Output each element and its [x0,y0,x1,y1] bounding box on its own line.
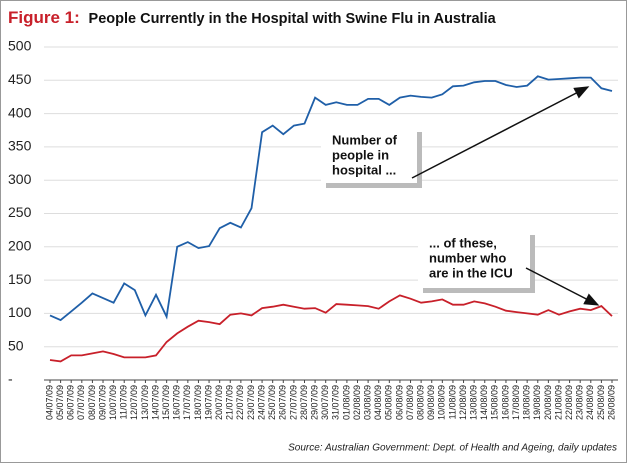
x-tick-label: 08/07/09 [87,385,97,420]
x-tick-label: 17/07/09 [182,385,192,420]
x-tick-label: 25/08/09 [596,385,606,420]
x-tick-label: 19/08/09 [532,385,542,420]
x-tick-label: 13/08/09 [469,385,479,420]
line-series [49,294,613,363]
y-tick-label: 350 [8,138,32,154]
y-tick-label: 400 [8,104,32,120]
annotation-text: hospital ... [332,162,396,177]
x-tick-label: 18/08/09 [522,385,532,420]
x-tick-label: 18/07/09 [193,385,203,420]
x-tick-label: 30/07/09 [320,385,330,420]
x-tick-label: 12/08/09 [458,385,468,420]
source: Source: Australian Government: Dept. of … [288,443,617,454]
arrow [525,267,600,306]
annotation-text: Number of [332,132,398,147]
x-tick-label: 04/07/09 [44,385,54,420]
x-tick-label: 20/07/09 [214,385,224,420]
x-tick-label: 15/07/09 [161,385,171,420]
x-tick-label: 10/08/09 [437,385,447,420]
x-tick-label: 14/08/09 [479,385,489,420]
x-tick-label: 16/08/09 [500,385,510,420]
x-tick-label: 07/07/09 [76,385,86,420]
x-tick-label: 26/07/09 [278,385,288,420]
y-tick-label: 300 [8,171,32,187]
y-tick-label: 150 [8,271,32,287]
x-tick-label: 17/08/09 [511,385,521,420]
x-tick-label: 21/08/09 [553,385,563,420]
x-tick-label: 29/07/09 [309,385,319,420]
y-tick-label: 100 [8,304,32,320]
x-tick-label: 06/07/09 [66,385,76,420]
annotation-text: are in the ICU [429,265,513,280]
y-tick-label: 200 [8,238,32,254]
y-tick-label: - [8,371,13,387]
x-tick-label: 10/07/09 [108,385,118,420]
annotation-1 [321,86,590,188]
x-tick-label: 19/07/09 [203,385,213,420]
y-tick-label: 450 [8,71,32,87]
x-tick-label: 05/08/09 [384,385,394,420]
annotation-text: ... of these, [429,235,497,250]
callout [321,127,417,183]
x-tick-label: 12/07/09 [129,385,139,420]
line-series [49,75,613,322]
x-tick-label: 06/08/09 [394,385,404,420]
x-tick-label: 08/08/09 [416,385,426,420]
callout [418,230,530,288]
x-tick-label: 20/08/09 [543,385,553,420]
x-tick-label: 21/07/09 [225,385,235,420]
x-tick-label: 15/08/09 [490,385,500,420]
x-tick-label: 11/08/09 [447,385,457,419]
title-text: People Currently in the Hospital with Sw… [89,11,497,27]
x-tick-label: 04/08/09 [373,385,383,420]
x-tick-label: 16/07/09 [172,385,182,420]
x-tick-label: 22/07/09 [235,385,245,420]
x-tick-label: 11/07/09 [119,385,129,419]
x-tick-label: 23/08/09 [575,385,585,420]
x-tick-label: 13/07/09 [140,385,150,420]
x-tick-label: 03/08/09 [362,385,372,420]
x-tick-label: 22/08/09 [564,385,574,420]
annotation-text: number who [429,250,506,265]
x-tick-label: 02/08/09 [352,385,362,420]
x-tick-label: 09/07/09 [97,385,107,420]
y-tick-label: 250 [8,204,32,220]
x-tick-label: 26/08/09 [606,385,616,420]
x-tick-label: 25/07/09 [267,385,277,420]
annotation-2 [418,230,600,306]
y-tick-label: 500 [8,38,32,54]
chart-title: Figure 1: People Currently in the Hospit… [8,8,497,27]
x-tick-label: 27/07/09 [288,385,298,420]
x-tick-label: 09/08/09 [426,385,436,420]
x-tick-label: 24/08/09 [585,385,595,420]
x-tick-label: 07/08/09 [405,385,415,420]
x-tick-label: 24/07/09 [256,385,266,420]
x-tick-label: 05/07/09 [55,385,65,420]
x-tick-label: 01/08/09 [341,385,351,420]
x-tick-label: 23/07/09 [246,385,256,420]
x-tick-label: 14/07/09 [150,385,160,420]
x-tick-label: 28/07/09 [299,385,309,420]
arrow [411,86,590,179]
title-prefix: Figure 1: [8,8,80,27]
x-tick-label: 31/07/09 [331,385,341,420]
y-tick-label: 50 [8,337,24,353]
annotation-text: people in [332,147,389,162]
